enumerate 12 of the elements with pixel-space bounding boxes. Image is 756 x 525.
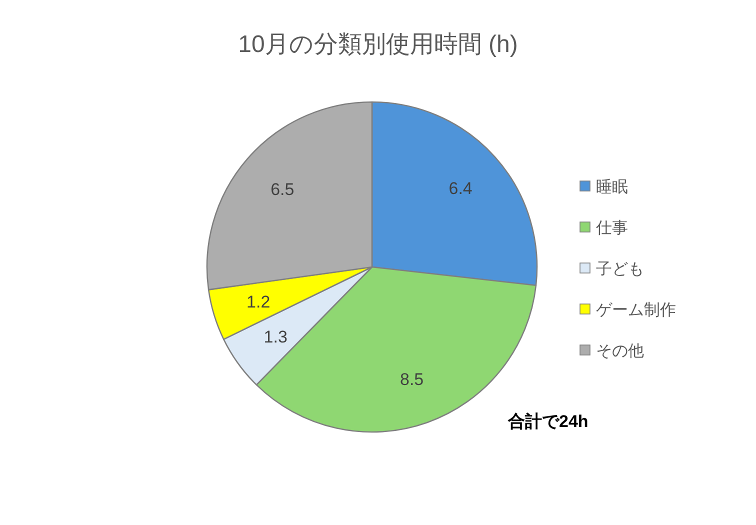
legend-label: 子ども [596,261,644,278]
legend-label: 仕事 [595,219,628,237]
legend-label: その他 [596,343,644,360]
data-label: 1.2 [246,292,270,312]
data-label: 8.5 [400,370,424,389]
data-label: 6.5 [270,180,294,199]
legend-label: ゲーム制作 [596,301,676,319]
chart-title: 10月の分類別使用時間 (h) [238,31,518,58]
text: 合計で24h [507,412,588,431]
data-label: 1.3 [264,327,288,346]
legend-label: 睡眠 [596,178,628,196]
data-label: 6.4 [448,178,472,198]
